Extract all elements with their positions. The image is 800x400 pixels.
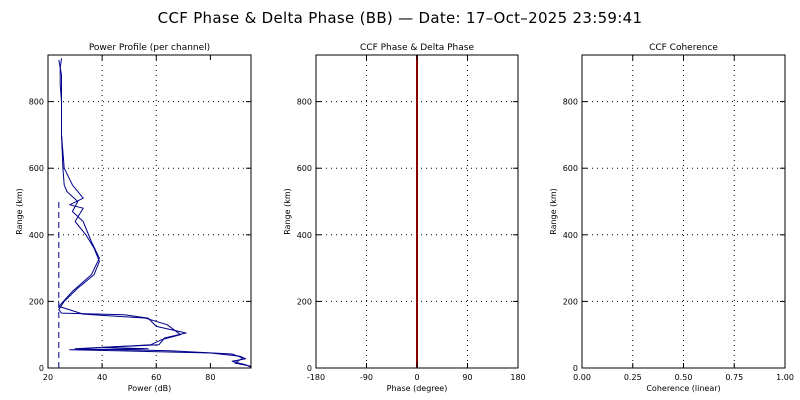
x-tick-label: 80 xyxy=(205,373,215,382)
y-tick-label: 0 xyxy=(307,364,312,373)
x-axis-label: Phase (degree) xyxy=(387,384,448,393)
x-tick-label: 40 xyxy=(97,373,107,382)
x-tick-label: 20 xyxy=(43,373,53,382)
panel-3: 0.00 0.25 0.50 0.75 1.00 0 200 400 600 800 CCF Coh… xyxy=(549,43,794,393)
plot-frame xyxy=(47,54,252,369)
series-line-2 xyxy=(58,59,252,367)
panel-title: Power Profile (per channel) xyxy=(89,43,210,53)
x-tick-label: 180 xyxy=(510,373,525,382)
y-tick-label: 200 xyxy=(563,297,578,306)
y-tick-label: 400 xyxy=(563,231,578,240)
x-tick-label: 0 xyxy=(414,373,419,382)
y-axis-label: Range (km) xyxy=(15,188,24,235)
x-tick-label: -180 xyxy=(307,373,325,382)
x-tick-label: 0.00 xyxy=(573,373,591,382)
series-line-1 xyxy=(58,58,252,368)
panel-title: CCF Phase & Delta Phase xyxy=(360,43,474,53)
y-tick-label: 800 xyxy=(563,98,578,107)
page-title: CCF Phase & Delta Phase (BB) — Date: 17–… xyxy=(157,9,643,27)
y-tick-label: 800 xyxy=(29,98,44,107)
y-tick-label: 600 xyxy=(563,164,578,173)
x-tick-label: 0.25 xyxy=(624,373,642,382)
x-axis-label: Coherence (linear) xyxy=(646,384,720,393)
y-axis-label: Range (km) xyxy=(549,188,558,235)
y-tick-label: 0 xyxy=(39,364,44,373)
y-axis-label: Range (km) xyxy=(283,188,292,235)
y-tick-label: 600 xyxy=(29,164,44,173)
y-tick-label: 600 xyxy=(297,164,312,173)
y-tick-label: 800 xyxy=(297,98,312,107)
y-tick-label: 400 xyxy=(29,231,44,240)
y-tick-label: 400 xyxy=(297,231,312,240)
y-tick-label: 200 xyxy=(297,297,312,306)
y-tick-label: 0 xyxy=(573,364,578,373)
x-tick-label: 90 xyxy=(462,373,472,382)
x-tick-label: -90 xyxy=(360,373,373,382)
y-tick-label: 200 xyxy=(29,297,44,306)
x-tick-label: 0.75 xyxy=(725,373,743,382)
x-tick-label: 1.00 xyxy=(776,373,794,382)
panel-2: -180 -90 0 90 180 0 200 400 600 800 CCF Phase & De… xyxy=(283,43,526,393)
panel-title: CCF Coherence xyxy=(649,43,718,53)
x-axis-label: Power (dB) xyxy=(128,384,172,393)
x-tick-label: 0.50 xyxy=(675,373,693,382)
x-tick-label: 60 xyxy=(151,373,161,382)
